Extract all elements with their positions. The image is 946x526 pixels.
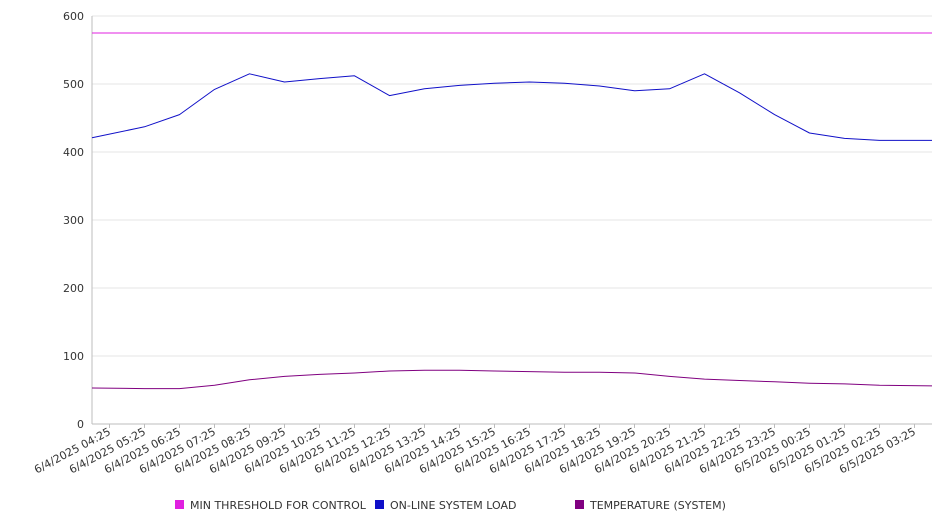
series-lines (92, 33, 932, 389)
legend-label: TEMPERATURE (SYSTEM) (589, 499, 726, 512)
y-tick-label: 0 (77, 418, 84, 431)
legend-swatch (375, 500, 384, 509)
legend: MIN THRESHOLD FOR CONTROL ON-LINE SYSTEM … (175, 499, 726, 512)
y-tick-label: 500 (63, 78, 84, 91)
legend-swatch (175, 500, 184, 509)
grid-lines (92, 16, 932, 356)
legend-label: ON-LINE SYSTEM LOAD (390, 499, 516, 512)
legend-swatch (575, 500, 584, 509)
series-line-3 (92, 370, 932, 388)
x-tick-labels: 6/4/2025 04:256/4/2025 05:256/4/2025 06:… (32, 425, 918, 476)
y-tick-label: 100 (63, 350, 84, 363)
legend-label: MIN THRESHOLD FOR CONTROL (190, 499, 367, 512)
axes (92, 16, 932, 428)
y-tick-label: 200 (63, 282, 84, 295)
y-tick-label: 300 (63, 214, 84, 227)
y-tick-labels: 0 100 200 300 400 500 600 (63, 10, 84, 431)
y-tick-label: 600 (63, 10, 84, 23)
y-tick-label: 400 (63, 146, 84, 159)
